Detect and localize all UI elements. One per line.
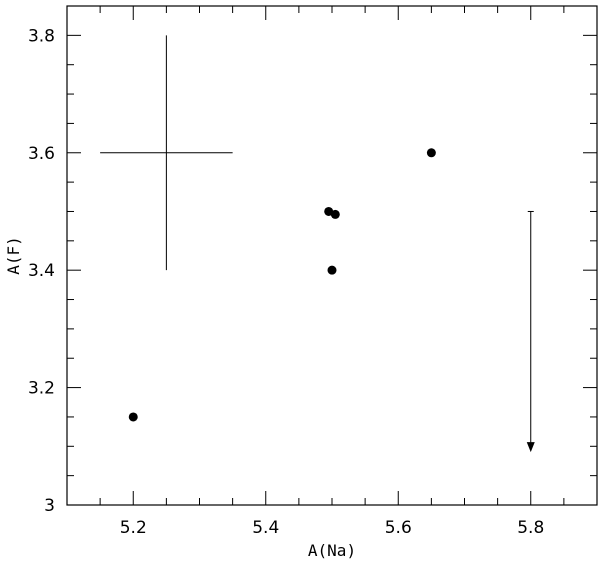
y-axis-label: A(F) <box>4 236 23 275</box>
data-point <box>426 148 436 158</box>
y-tick-label: 3.2 <box>28 379 55 399</box>
x-tick-label: 5.8 <box>517 518 544 538</box>
x-tick-label: 5.6 <box>385 518 412 538</box>
x-axis-label: A(Na) <box>308 541 356 560</box>
data-point <box>327 265 337 275</box>
tick-labels: 5.2 5.4 5.6 5.8 3 3.2 3.4 3.6 3.8 <box>28 26 544 538</box>
x-tick-label: 5.2 <box>120 518 147 538</box>
y-tick-label: 3 <box>44 496 55 516</box>
upper-limit-arrowhead <box>526 442 535 453</box>
data-marks <box>100 35 535 453</box>
y-tick-label: 3.8 <box>28 26 55 46</box>
y-tick-label: 3.6 <box>28 144 55 164</box>
data-point <box>330 209 340 219</box>
data-point <box>128 412 138 422</box>
x-tick-label: 5.4 <box>252 518 279 538</box>
plot-frame <box>66 5 598 506</box>
axis-ticks <box>66 5 598 506</box>
y-tick-label: 3.4 <box>28 261 55 281</box>
